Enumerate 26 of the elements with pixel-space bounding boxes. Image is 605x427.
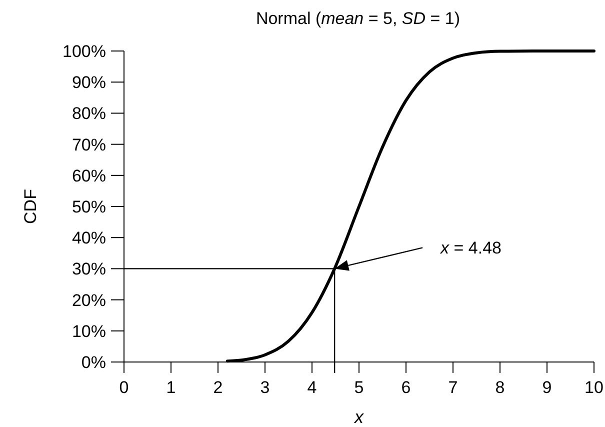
x-tick-label: 9 <box>542 378 552 397</box>
x-tick-label: 3 <box>260 378 270 397</box>
y-tick-label: 30% <box>72 260 106 279</box>
y-tick-label: 10% <box>72 322 106 341</box>
x-tick-label: 0 <box>119 378 129 397</box>
x-tick-label: 1 <box>166 378 176 397</box>
annotation: x = 4.48 <box>440 238 502 258</box>
y-tick-label: 20% <box>72 290 106 310</box>
y-tick-label: 0% <box>81 352 106 372</box>
x-tick-label: 2 <box>213 378 223 397</box>
y-tick-label: 50% <box>72 197 106 216</box>
y-tick-label: 80% <box>72 104 106 124</box>
y-tick-label: 100% <box>62 42 106 61</box>
y-tick-label: 70% <box>72 135 106 154</box>
x-tick-label: 7 <box>448 378 458 397</box>
y-axis-title: CDF <box>21 189 40 224</box>
x-tick-label: 4 <box>307 378 317 397</box>
x-tick-label: 5 <box>354 378 364 397</box>
x-tick-label: 10 <box>584 378 604 397</box>
y-tick-label: 90% <box>72 73 106 92</box>
chart-title: Normal (mean = 5, SD = 1) <box>256 9 460 28</box>
y-tick-label: 40% <box>72 228 106 248</box>
x-tick-label: 8 <box>495 378 505 397</box>
x-tick-label: 6 <box>401 378 411 397</box>
y-tick-label: 60% <box>72 166 106 186</box>
x-axis-title: x <box>354 407 364 427</box>
